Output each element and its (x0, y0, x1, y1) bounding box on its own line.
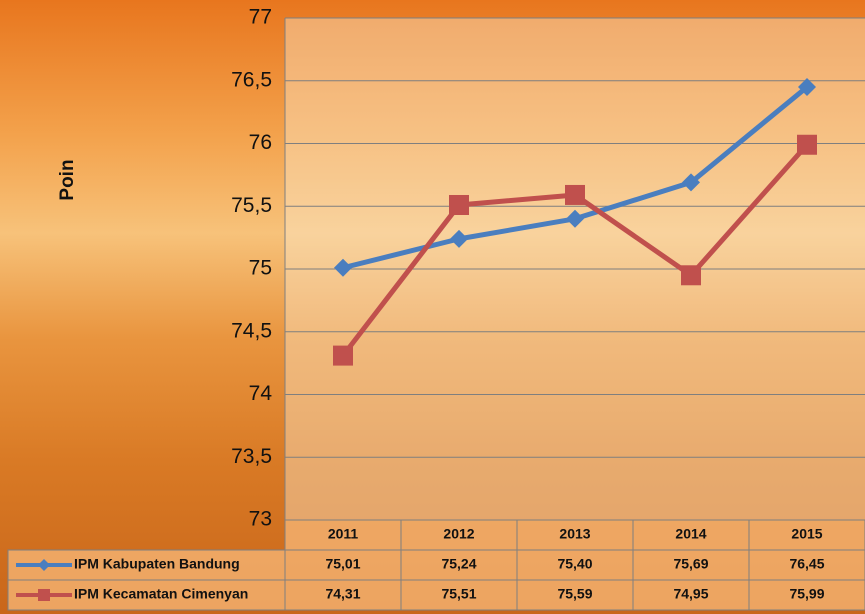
x-tick-label: 2011 (328, 526, 359, 542)
y-axis-label: Poin (57, 159, 78, 200)
data-point (682, 173, 700, 192)
table-cell (748, 579, 865, 611)
y-tick-label: 73,5 (231, 445, 272, 468)
data-point (797, 134, 817, 155)
table-cell (284, 519, 402, 551)
table-cell (284, 579, 402, 611)
data-point (798, 78, 816, 97)
data-label: 76,45 (789, 556, 824, 572)
table-cell (284, 549, 402, 581)
data-label: 75,24 (441, 556, 476, 572)
data-label: 75,99 (789, 586, 824, 602)
x-tick-label: 2012 (443, 526, 474, 542)
x-tick-label: 2014 (675, 526, 706, 542)
x-tick-label: 2015 (791, 526, 822, 542)
y-tick-label: 76,5 (231, 68, 272, 91)
data-label: 74,31 (325, 586, 360, 602)
y-tick-label: 74 (249, 382, 273, 405)
legend-swatch (38, 589, 50, 601)
legend-label: IPM Kabupaten Bandung (74, 556, 240, 572)
data-point (565, 184, 585, 205)
legend-label: IPM Kecamatan Cimenyan (74, 586, 248, 602)
table-cell (516, 549, 634, 581)
data-label: 75,51 (441, 586, 476, 602)
y-tick-label: 77 (249, 6, 272, 29)
data-point (450, 229, 468, 248)
legend-swatch (38, 559, 50, 571)
data-point (334, 258, 352, 277)
data-point (681, 265, 701, 286)
x-tick-label: 2013 (559, 526, 590, 542)
table-cell (632, 519, 750, 551)
y-tick-label: 73 (249, 508, 272, 531)
data-point (566, 209, 584, 228)
data-label: 75,01 (325, 556, 360, 572)
data-label: 75,69 (673, 556, 708, 572)
data-point (333, 345, 353, 366)
y-tick-label: 75 (249, 257, 272, 280)
table-cell (748, 549, 865, 581)
data-point (449, 194, 469, 215)
table-cell (516, 579, 634, 611)
data-label: 74,95 (673, 586, 708, 602)
table-cell (516, 519, 634, 551)
table-cell (400, 519, 518, 551)
y-tick-label: 74,5 (231, 319, 272, 342)
table-cell (400, 579, 518, 611)
data-label: 75,59 (557, 586, 592, 602)
y-tick-label: 75,5 (231, 194, 272, 217)
data-label: 75,40 (557, 556, 592, 572)
y-tick-label: 76 (249, 131, 272, 154)
